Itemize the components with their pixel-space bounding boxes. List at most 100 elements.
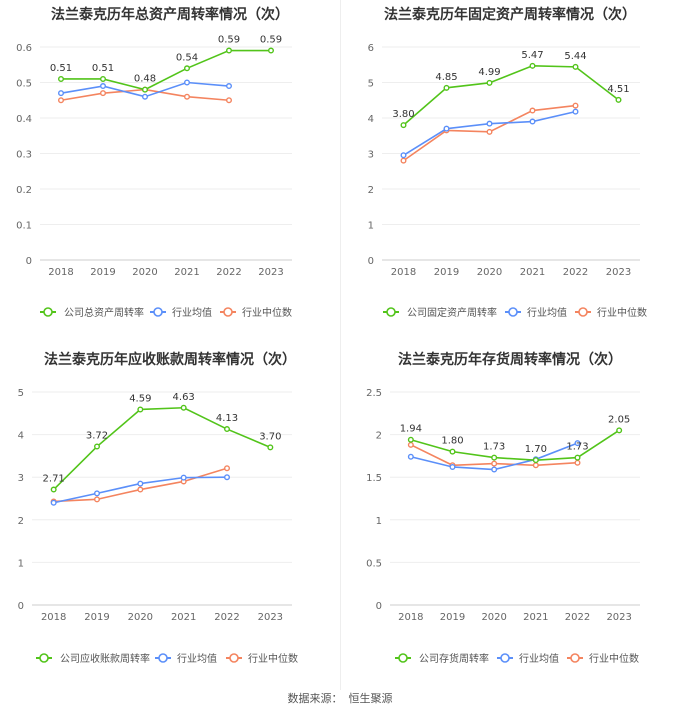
legend-label[interactable]: 行业均值 — [519, 652, 559, 665]
y-tick-label: 6 — [368, 43, 374, 54]
data-label: 5.47 — [521, 50, 543, 61]
legend-label[interactable]: 行业均值 — [177, 652, 217, 665]
data-label: 3.70 — [259, 431, 281, 442]
y-tick-label: 3 — [18, 473, 24, 484]
data-point — [223, 426, 230, 433]
x-tick-label: 2023 — [606, 267, 631, 278]
data-point — [183, 65, 190, 72]
data-label: 4.51 — [607, 84, 629, 95]
legend-label[interactable]: 行业中位数 — [597, 306, 647, 319]
y-tick-label: 2 — [18, 516, 24, 527]
data-point — [443, 125, 450, 132]
data-label: 1.94 — [400, 424, 422, 435]
legend-label[interactable]: 公司存货周转率 — [419, 652, 489, 665]
data-point — [99, 90, 106, 97]
x-tick-label: 2023 — [606, 612, 631, 623]
data-label: 4.13 — [216, 413, 238, 424]
series-line — [53, 406, 271, 491]
y-tick-label: 0.5 — [16, 79, 32, 90]
legend-label[interactable]: 公司总资产周转率 — [64, 306, 144, 319]
y-tick-label: 1 — [376, 516, 382, 527]
data-point — [183, 93, 190, 100]
data-point — [99, 75, 106, 82]
x-tick-label: 2018 — [48, 267, 73, 278]
legend-swatch-marker — [229, 653, 239, 663]
data-point — [407, 436, 414, 443]
data-point — [268, 47, 275, 54]
legend-label[interactable]: 行业均值 — [527, 306, 567, 319]
x-tick-label: 2022 — [565, 612, 590, 623]
legend-label[interactable]: 行业均值 — [172, 306, 212, 319]
x-tick-label: 2019 — [90, 267, 115, 278]
data-point — [141, 86, 148, 93]
data-point — [141, 93, 148, 100]
legend-swatch-marker — [158, 653, 168, 663]
x-tick-label: 2022 — [216, 267, 241, 278]
y-tick-label: 2.5 — [366, 388, 382, 399]
panel-fixed-asset-turnover: 0 1 2 3 4 5 6 2018 2019 2020 2021 2022 2023 3.80 4.85 4… — [340, 0, 680, 345]
data-point — [491, 466, 498, 473]
legend-label[interactable]: 公司应收账款周转率 — [60, 652, 150, 665]
chart-title: 法兰泰克历年固定资产周转率情况（次） — [384, 7, 636, 23]
data-point — [486, 79, 493, 86]
data-point — [50, 486, 57, 493]
y-tick-label: 0.3 — [16, 150, 32, 161]
data-point — [529, 107, 536, 114]
data-source-name: 恒生聚源 — [348, 692, 393, 705]
y-tick-label: 2 — [376, 431, 382, 442]
data-point — [532, 457, 539, 464]
y-tick-label: 5 — [368, 79, 374, 90]
data-label: 1.73 — [566, 442, 588, 453]
legend-label[interactable]: 行业中位数 — [248, 652, 298, 665]
chart-plot: 0 0.5 1 1.5 2 2.5 2018 2019 2020 2021 2022 2023 1.94… — [366, 388, 640, 665]
data-point — [449, 448, 456, 455]
series-line — [61, 49, 271, 91]
data-point — [449, 463, 456, 470]
chart-title: 法兰泰克历年总资产周转率情况（次） — [51, 7, 289, 23]
data-label: 2.71 — [43, 474, 65, 485]
x-tick-label: 2021 — [171, 612, 196, 623]
legend-label[interactable]: 行业中位数 — [589, 652, 639, 665]
panel-total-asset-turnover: 0 0.1 0.2 0.3 0.4 0.5 0.6 2018 2019 2020 2021 2022 2… — [0, 0, 340, 345]
data-point — [529, 62, 536, 69]
data-point — [50, 499, 57, 506]
legend-swatch-marker — [398, 653, 408, 663]
data-label: 0.51 — [50, 63, 72, 74]
y-tick-label: 0 — [18, 601, 24, 612]
data-point — [529, 118, 536, 125]
data-point — [223, 474, 230, 481]
data-label: 0.59 — [260, 35, 282, 46]
y-tick-label: 1 — [18, 558, 24, 569]
legend-swatch-marker — [578, 307, 588, 317]
data-point — [225, 83, 232, 90]
y-tick-label: 3 — [368, 150, 374, 161]
data-point — [267, 444, 274, 451]
data-source: 数据来源： 恒生聚源 — [0, 690, 680, 706]
legend-swatch-marker — [39, 653, 49, 663]
y-tick-label: 0.2 — [16, 185, 32, 196]
legend-label[interactable]: 行业中位数 — [242, 306, 292, 319]
y-tick-label: 1.5 — [366, 473, 382, 484]
chart-title: 法兰泰克历年存货周转率情况（次） — [398, 352, 622, 368]
data-point — [572, 102, 579, 109]
data-point — [58, 97, 65, 104]
data-point — [400, 152, 407, 159]
y-tick-label: 2 — [368, 185, 374, 196]
data-label: 3.80 — [392, 109, 414, 120]
data-label: 0.59 — [218, 35, 240, 46]
legend-swatch-marker — [153, 307, 163, 317]
chart-plot: 0 1 2 3 4 5 2018 2019 2020 2021 2022 2023 2.71 3.72 4.… — [18, 388, 298, 665]
x-tick-label: 2020 — [477, 267, 502, 278]
legend-label[interactable]: 公司固定资产周转率 — [407, 306, 497, 319]
data-label: 0.54 — [176, 52, 198, 63]
data-point — [99, 83, 106, 90]
x-tick-label: 2020 — [481, 612, 506, 623]
data-point — [93, 490, 100, 497]
x-tick-label: 2018 — [391, 267, 416, 278]
data-label: 5.44 — [564, 51, 586, 62]
y-tick-label: 0.5 — [366, 558, 382, 569]
data-point — [137, 486, 144, 493]
y-tick-label: 4 — [18, 431, 24, 442]
x-tick-label: 2020 — [132, 267, 157, 278]
y-tick-label: 0 — [26, 256, 32, 267]
